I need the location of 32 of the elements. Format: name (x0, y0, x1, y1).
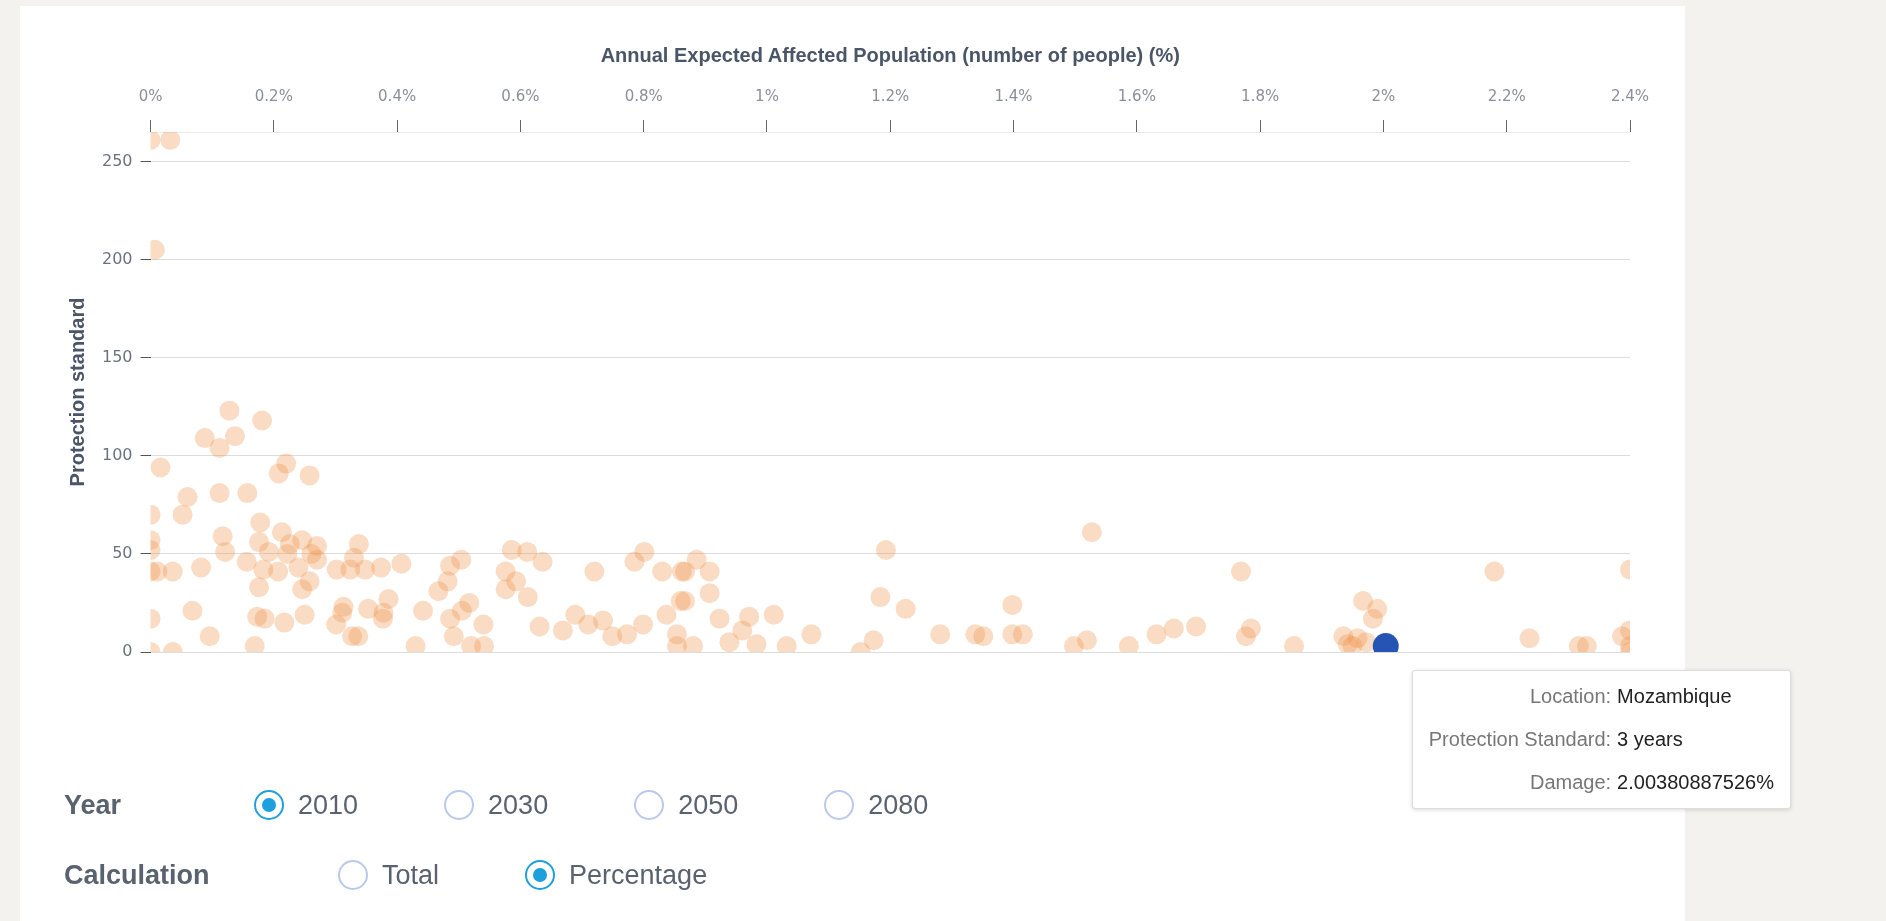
y-tick-label: 100 (101, 444, 133, 464)
text: Location: Mozambique (1528, 685, 1733, 709)
x-tick-label: 1% (755, 86, 779, 105)
text: Damage: 2.00380887526% (1528, 771, 1774, 795)
y-axis-title: Protection standard (65, 297, 88, 487)
text: 2030 (488, 789, 549, 821)
text: Year (64, 789, 123, 821)
text: Total (382, 859, 440, 891)
x-tick-label: 0.2% (254, 86, 293, 105)
x-tick-label: 1.8% (1241, 86, 1280, 105)
y-tick-label: 250 (101, 150, 133, 170)
y-tick-label: 50 (112, 543, 133, 563)
text: 2080 (868, 789, 929, 821)
x-tick-label: 1.6% (1117, 86, 1156, 105)
text: 2010 (298, 789, 359, 821)
y-tick-label: 0 (122, 641, 133, 661)
x-tick-label: 0.4% (378, 86, 417, 105)
text: 2050 (678, 789, 739, 821)
x-tick-label: 2.2% (1487, 86, 1526, 105)
x-tick-label: 1.2% (871, 86, 910, 105)
x-tick-label: 2.4% (1610, 86, 1650, 105)
y-tick-label: 150 (101, 346, 133, 366)
y-tick-label: 200 (101, 248, 133, 268)
x-tick-label: 0.8% (624, 86, 663, 105)
x-axis-title: Annual Expected Affected Population (number of people) (%) (600, 43, 1180, 66)
text: Percentage (569, 859, 708, 891)
text: Calculation (64, 859, 211, 891)
x-tick-label: 0.6% (501, 86, 540, 105)
x-tick-label: 1.4% (994, 86, 1033, 105)
text: Protection Standard: 3 years (1428, 728, 1684, 752)
x-tick-label: 0% (138, 86, 163, 105)
x-tick-label: 2% (1371, 86, 1396, 105)
